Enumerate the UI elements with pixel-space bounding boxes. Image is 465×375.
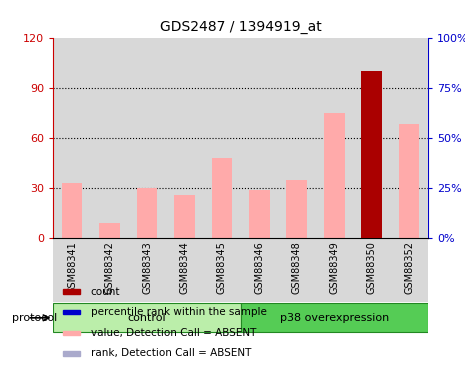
- Bar: [286, 180, 307, 238]
- Bar: [390, 38, 428, 238]
- Text: percentile rank within the sample: percentile rank within the sample: [91, 307, 266, 317]
- Bar: [278, 38, 315, 238]
- Bar: [53, 238, 91, 302]
- Text: GSM88342: GSM88342: [105, 242, 115, 294]
- Text: GSM88345: GSM88345: [217, 242, 227, 294]
- Bar: [63, 290, 80, 294]
- Point: [256, 155, 263, 161]
- Bar: [278, 238, 315, 302]
- Bar: [390, 238, 428, 302]
- Text: GSM88346: GSM88346: [254, 242, 265, 294]
- Point: [368, 113, 375, 119]
- Bar: [91, 38, 128, 238]
- Bar: [212, 158, 232, 238]
- Point: [106, 191, 113, 197]
- Text: GSM88349: GSM88349: [329, 242, 339, 294]
- Text: GSM88352: GSM88352: [404, 242, 414, 294]
- Bar: [353, 38, 390, 238]
- Text: p38 overexpression: p38 overexpression: [279, 313, 389, 323]
- FancyBboxPatch shape: [53, 303, 241, 332]
- Bar: [91, 238, 128, 302]
- Bar: [128, 38, 166, 238]
- Bar: [241, 38, 278, 238]
- Bar: [100, 223, 120, 238]
- Bar: [174, 195, 195, 238]
- Bar: [128, 238, 166, 302]
- Text: value, Detection Call = ABSENT: value, Detection Call = ABSENT: [91, 328, 256, 338]
- Point: [181, 161, 188, 167]
- Text: rank, Detection Call = ABSENT: rank, Detection Call = ABSENT: [91, 348, 251, 358]
- Point: [143, 151, 151, 157]
- Point: [331, 115, 338, 121]
- Text: GSM88341: GSM88341: [67, 242, 77, 294]
- Bar: [324, 113, 345, 238]
- FancyBboxPatch shape: [241, 303, 428, 332]
- Bar: [166, 38, 203, 238]
- Text: count: count: [91, 286, 120, 297]
- Title: GDS2487 / 1394919_at: GDS2487 / 1394919_at: [160, 20, 321, 34]
- Bar: [249, 190, 270, 238]
- Bar: [399, 124, 419, 238]
- Bar: [166, 238, 203, 302]
- Point: [68, 155, 76, 161]
- Bar: [63, 331, 80, 335]
- Point: [218, 143, 226, 149]
- Bar: [203, 38, 241, 238]
- Text: GSM88350: GSM88350: [366, 242, 377, 294]
- Bar: [353, 238, 390, 302]
- Bar: [203, 238, 241, 302]
- Text: GSM88348: GSM88348: [292, 242, 302, 294]
- Bar: [315, 238, 353, 302]
- Bar: [315, 38, 353, 238]
- Bar: [53, 38, 91, 238]
- Bar: [63, 351, 80, 355]
- Bar: [137, 188, 157, 238]
- Text: GSM88344: GSM88344: [179, 242, 190, 294]
- Bar: [361, 71, 382, 238]
- Text: control: control: [128, 313, 166, 323]
- Bar: [241, 238, 278, 302]
- Point: [293, 149, 300, 155]
- Bar: [62, 183, 82, 238]
- Point: [405, 121, 413, 127]
- Text: GSM88343: GSM88343: [142, 242, 152, 294]
- Bar: [361, 71, 382, 238]
- Text: protocol: protocol: [12, 313, 57, 323]
- Point: [368, 113, 375, 119]
- Bar: [63, 310, 80, 314]
